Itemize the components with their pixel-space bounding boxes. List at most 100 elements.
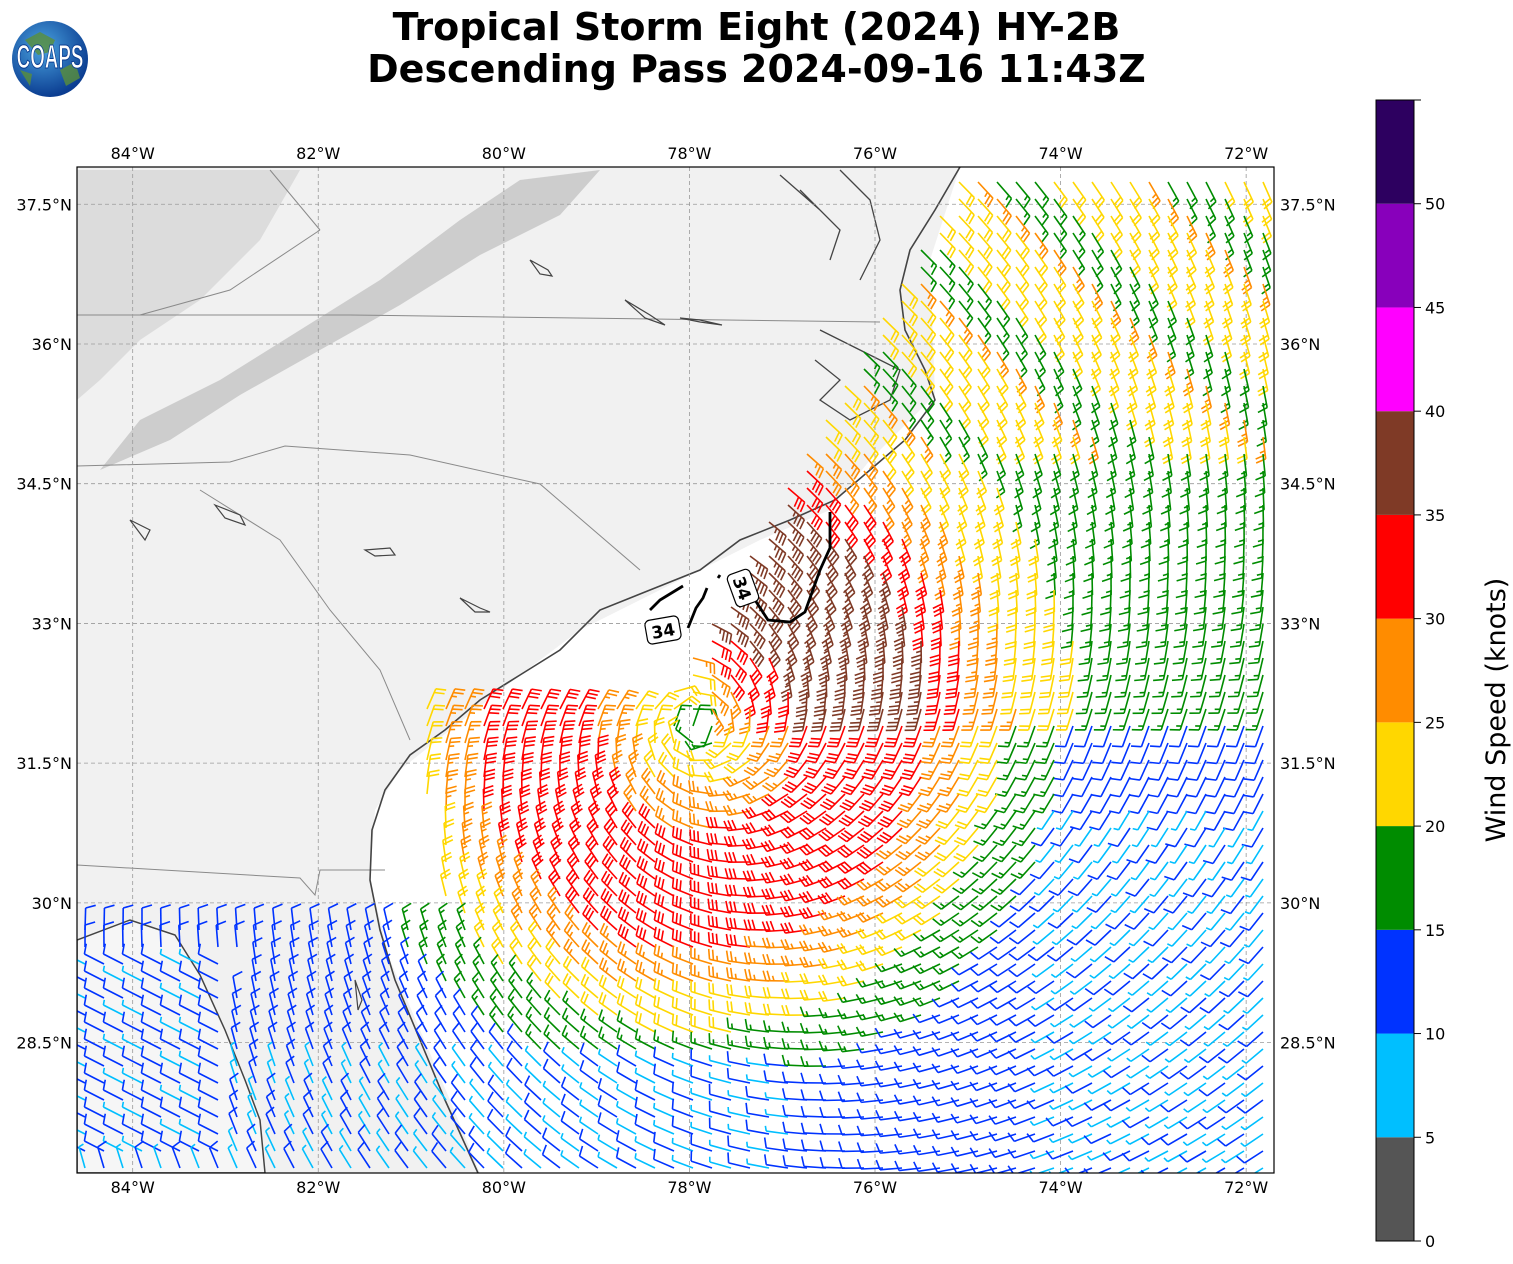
wind-barb	[1042, 623, 1055, 650]
wind-barb	[874, 1076, 903, 1088]
wind-barb	[1010, 521, 1022, 550]
wind-barb	[380, 970, 390, 999]
wind-barb	[977, 266, 993, 294]
wind-barb	[1089, 963, 1112, 979]
wind-barb	[653, 875, 675, 897]
wind-barb	[449, 1129, 466, 1152]
wind-barb	[920, 742, 941, 764]
wind-barb	[1040, 657, 1055, 682]
wind-barb	[416, 987, 428, 1016]
wind-barb	[1199, 963, 1226, 981]
wind-barb	[323, 1004, 334, 1033]
wind-barb	[1202, 844, 1226, 865]
wind-barb	[1148, 300, 1159, 329]
wind-barb	[634, 1153, 656, 1169]
wind-barb	[1246, 844, 1264, 865]
wind-barb	[1242, 198, 1254, 227]
wind-barb	[942, 708, 960, 731]
wind-barb	[83, 1113, 105, 1135]
wind-barb	[684, 740, 713, 751]
wind-barb	[1183, 1082, 1207, 1097]
wind-barb	[657, 751, 675, 778]
wind-barb	[426, 753, 442, 778]
wind-barb	[950, 980, 979, 992]
wind-barb	[1064, 1167, 1093, 1173]
lakes	[129, 259, 723, 1011]
wind-barb	[996, 300, 1011, 328]
wind-barb	[1168, 742, 1188, 765]
wind-barb	[912, 997, 941, 1007]
wind-barb	[1030, 1031, 1055, 1044]
wind-barb	[932, 895, 960, 910]
wind-barb	[1169, 844, 1188, 865]
wind-barb	[440, 851, 453, 880]
wind-barb	[375, 1145, 390, 1169]
wind-barb	[926, 674, 941, 700]
wind-barb	[597, 1151, 618, 1169]
wind-barb	[671, 979, 694, 999]
wind-barb	[362, 953, 373, 982]
wind-barb	[283, 1123, 295, 1152]
wind-barb	[1022, 640, 1036, 666]
wind-barb	[708, 1117, 732, 1135]
wind-barb	[513, 851, 525, 880]
wind-barb	[102, 1079, 124, 1101]
wind-barb	[951, 895, 979, 911]
wind-barb	[586, 817, 599, 846]
wind-barb	[641, 767, 656, 795]
wind-barb	[324, 970, 335, 999]
wind-barb	[995, 470, 1006, 499]
lat-tick-label-right: 37.5°N	[1280, 195, 1336, 214]
wind-barb	[1244, 725, 1264, 748]
wind-barb	[863, 402, 880, 429]
colorbar-frame	[1375, 99, 1415, 1242]
wind-barb	[1185, 317, 1196, 346]
wind-barb	[196, 920, 208, 948]
wind-barb	[915, 572, 928, 601]
wind-barb	[1071, 895, 1093, 913]
wind-barb	[782, 1138, 808, 1152]
wind-barb	[730, 674, 746, 702]
wind-barb	[1097, 640, 1112, 666]
wind-barb	[1170, 810, 1188, 831]
wind-barb	[931, 1129, 960, 1140]
wind-barb	[636, 873, 656, 897]
wind-barb	[800, 657, 813, 686]
wind-barb	[872, 657, 884, 684]
wind-barb	[1034, 249, 1049, 277]
wind-barb	[745, 1102, 770, 1118]
wind-barb	[1145, 844, 1169, 864]
wind-barb	[360, 1004, 371, 1033]
wind-barb	[493, 885, 505, 914]
wind-barb	[246, 1140, 257, 1169]
wind-barb	[707, 881, 732, 897]
wind-barb	[745, 1119, 770, 1135]
wind-barb	[508, 971, 523, 999]
wind-barb	[920, 334, 936, 361]
wind-barb	[953, 827, 979, 846]
wind-barb	[723, 835, 751, 848]
wind-barb	[1131, 827, 1150, 848]
wind-barb	[252, 937, 263, 965]
wind-barb	[1003, 640, 1017, 666]
wind-barb	[690, 1014, 713, 1033]
wind-barb	[1220, 895, 1245, 915]
wind-barb	[817, 958, 846, 970]
wind-barb	[844, 504, 859, 532]
wind-barb	[912, 1029, 941, 1040]
wind-barb	[628, 749, 640, 778]
wind-barb	[524, 1075, 542, 1101]
wind-barb	[1009, 912, 1036, 929]
wind-barb	[932, 589, 945, 618]
colorbar-segment	[1376, 722, 1414, 827]
wind-barb	[1051, 419, 1063, 448]
wind-barb	[597, 734, 609, 761]
wind-barb	[1049, 1014, 1074, 1028]
wind-barb	[309, 903, 320, 931]
wind-barb	[654, 805, 675, 829]
wind-barb	[653, 926, 675, 948]
wind-barb	[1222, 1031, 1245, 1048]
wind-barb	[521, 688, 542, 710]
wind-barb	[726, 1000, 751, 1016]
wind-barb	[874, 945, 903, 957]
